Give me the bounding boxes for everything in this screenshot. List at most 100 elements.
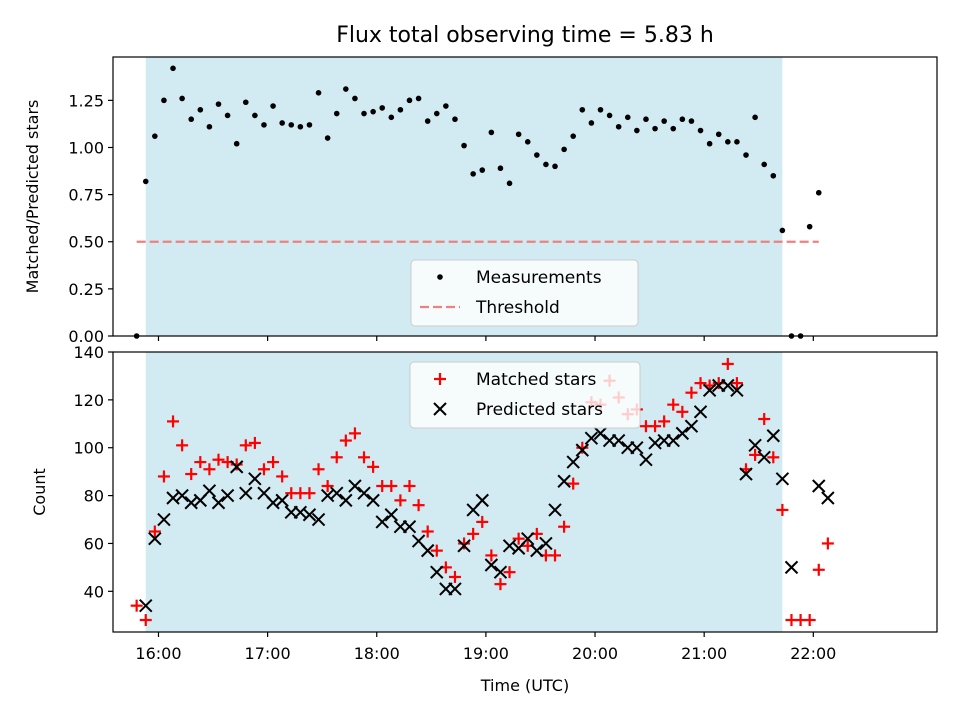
matched-star-point	[403, 480, 416, 493]
matched-star-point	[185, 468, 198, 481]
matched-star-point	[248, 436, 261, 449]
matched-star-point	[139, 614, 152, 627]
measurement-points	[133, 65, 822, 339]
measurement-point	[152, 133, 158, 139]
predicted-star-point	[239, 486, 253, 500]
predicted-star-point	[330, 486, 344, 500]
matched-star-point	[730, 377, 743, 390]
matched-star-point	[667, 398, 680, 411]
predicted-star-point	[366, 493, 380, 508]
predicted-star-point	[630, 441, 644, 455]
measurement-point	[333, 110, 340, 117]
matched-star-point	[549, 549, 562, 562]
y-tick-label: 0.50	[68, 233, 104, 252]
matched-star-point	[212, 453, 225, 466]
measurement-point	[515, 131, 522, 138]
y-tick-label: 80	[84, 487, 104, 506]
measurement-point	[461, 142, 467, 149]
matched-star-point	[485, 549, 498, 562]
y-tick-label: 1.25	[68, 91, 104, 110]
measurement-point	[161, 97, 167, 104]
predicted-star-point	[448, 582, 462, 596]
predicted-star-point	[575, 443, 590, 457]
predicted-star-point	[275, 493, 289, 508]
matched-star-point	[130, 599, 143, 612]
measurement-point	[452, 116, 458, 123]
measurement-point	[579, 106, 586, 113]
measurement-point	[715, 131, 722, 138]
predicted-star-point	[302, 508, 317, 522]
measurement-point	[534, 152, 540, 158]
predicted-star-point	[539, 536, 553, 551]
measurement-point	[752, 114, 758, 121]
matched-star-point	[658, 415, 671, 428]
y-tick-label: 0.25	[68, 280, 104, 299]
matched-star-point	[257, 463, 270, 476]
matched-star-point	[676, 405, 689, 418]
matched-star-point	[330, 451, 343, 464]
matched-star-point	[421, 525, 434, 538]
matched-star-point	[712, 377, 725, 390]
bottom-panel: 40 60 80 100 120 140 16:00 17:00 18:00 19:00 20:0…	[30, 343, 938, 695]
predicted-star-point	[311, 512, 326, 527]
matched-star-point	[194, 456, 207, 469]
predicted-star-point	[402, 519, 417, 534]
matched-star-point	[567, 477, 580, 490]
measurement-point	[470, 171, 476, 177]
measurement-point	[261, 122, 267, 128]
bottom-x-axis: 16:00 17:00 18:00 19:00 20:00 21:00 22:00	[135, 632, 836, 663]
x-tick-label: 21:00	[681, 644, 727, 663]
measurement-point	[643, 116, 649, 123]
measurement-point	[406, 97, 413, 104]
top-axes-frame	[112, 56, 938, 337]
predicted-star-point	[666, 433, 680, 448]
x-tick-label: 16:00	[135, 644, 181, 663]
y-tick-label: 100	[73, 439, 104, 458]
predicted-star-point	[229, 460, 244, 474]
measurement-point	[206, 123, 213, 130]
predicted-star-point	[812, 479, 826, 493]
matched-star-point	[512, 532, 525, 545]
measurement-point	[361, 110, 367, 117]
matched-star-point	[558, 520, 571, 533]
matched-star-point	[503, 566, 516, 579]
measurement-point	[652, 125, 658, 132]
measurement-point	[624, 114, 631, 121]
measurement-point	[306, 122, 313, 128]
legend-predicted-marker	[433, 402, 447, 416]
measurement-point	[588, 120, 595, 126]
legend-matched-label: Matched stars	[476, 370, 596, 390]
measurement-point	[197, 106, 204, 113]
predicted-star-point	[375, 515, 389, 529]
matched-star-point	[685, 386, 698, 399]
predicted-star-point	[693, 405, 708, 419]
predicted-star-point	[175, 488, 189, 503]
x-axis-label: Time (UTC)	[480, 676, 569, 695]
predicted-star-point	[348, 479, 362, 493]
measurement-point	[806, 223, 813, 230]
matched-star-point	[203, 463, 216, 476]
matched-star-point	[494, 578, 507, 591]
top-panel: 0.00 0.25 0.50 0.75 1.00 1.25 Matched/Predict…	[23, 56, 938, 346]
measurement-point	[343, 86, 349, 92]
matched-star-point	[358, 451, 371, 464]
matched-star-point	[767, 451, 780, 464]
matched-star-point	[157, 470, 170, 483]
predicted-star-point	[584, 431, 599, 445]
top-y-axis: 0.00 0.25 0.50 0.75 1.00 1.25	[68, 91, 113, 346]
predicted-star-point	[339, 493, 353, 508]
predicted-star-point	[639, 452, 653, 467]
x-tick-label: 20:00	[572, 644, 618, 663]
measurement-point	[706, 140, 713, 147]
measurement-point	[315, 90, 322, 96]
matched-star-point	[276, 470, 289, 483]
matched-star-point	[230, 458, 243, 471]
predicted-star-point	[530, 543, 544, 558]
bottom-legend: Matched stars Predicted stars	[409, 361, 641, 429]
y-tick-label: 60	[84, 534, 104, 553]
measurement-point	[397, 106, 404, 113]
matched-star-point	[239, 439, 252, 452]
predicted-star-point	[748, 438, 762, 453]
predicted-star-point	[220, 488, 235, 503]
